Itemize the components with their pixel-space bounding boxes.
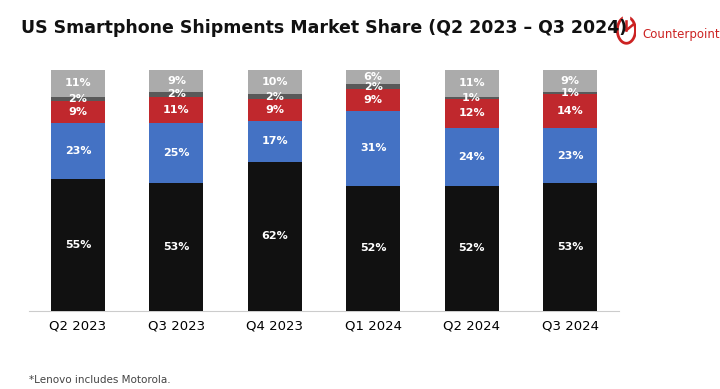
Bar: [51, 96, 105, 102]
Bar: [248, 121, 302, 162]
Bar: [543, 183, 597, 311]
Text: US Smartphone Shipments Market Share (Q2 2023 – Q3 2024): US Smartphone Shipments Market Share (Q2…: [21, 19, 627, 37]
Bar: [444, 96, 499, 99]
Bar: [51, 102, 105, 123]
Text: Counterpoint: Counterpoint: [642, 28, 720, 41]
Text: 1%: 1%: [561, 88, 580, 98]
Bar: [149, 96, 204, 123]
Bar: [346, 111, 400, 186]
Text: *Lenovo includes Motorola.: *Lenovo includes Motorola.: [29, 375, 171, 385]
Text: 2%: 2%: [364, 82, 382, 92]
Bar: [149, 92, 204, 96]
Bar: [346, 70, 400, 84]
Text: 12%: 12%: [459, 109, 485, 118]
Bar: [248, 94, 302, 99]
Text: 2%: 2%: [266, 91, 284, 102]
Bar: [346, 186, 400, 311]
Bar: [248, 99, 302, 121]
Bar: [149, 123, 204, 183]
Text: 11%: 11%: [163, 105, 189, 115]
Bar: [543, 128, 597, 183]
Bar: [444, 186, 499, 311]
Bar: [444, 99, 499, 128]
Text: 14%: 14%: [557, 106, 583, 116]
Text: 2%: 2%: [167, 89, 186, 99]
Text: 53%: 53%: [557, 242, 583, 252]
Bar: [149, 70, 204, 92]
Text: 55%: 55%: [65, 240, 91, 250]
Bar: [543, 94, 597, 128]
Text: 9%: 9%: [364, 95, 383, 105]
Text: 24%: 24%: [458, 152, 485, 162]
Text: 17%: 17%: [261, 136, 288, 146]
Bar: [444, 128, 499, 186]
Bar: [248, 70, 302, 94]
Text: 9%: 9%: [265, 105, 284, 115]
Text: 62%: 62%: [261, 231, 288, 242]
Bar: [543, 92, 597, 94]
Text: 10%: 10%: [261, 77, 288, 87]
Text: 9%: 9%: [68, 107, 88, 117]
Text: 52%: 52%: [360, 244, 387, 254]
Bar: [346, 89, 400, 111]
Text: 9%: 9%: [167, 76, 186, 86]
Bar: [346, 84, 400, 89]
Text: 11%: 11%: [65, 78, 91, 88]
Text: 52%: 52%: [459, 244, 485, 254]
Legend: Apple, Samsung, Lenovo*, HMD, Others: Apple, Samsung, Lenovo*, HMD, Others: [157, 385, 491, 389]
Text: 2%: 2%: [68, 94, 87, 104]
Text: 6%: 6%: [364, 72, 383, 82]
Bar: [543, 70, 597, 92]
Text: 25%: 25%: [163, 148, 189, 158]
Bar: [51, 123, 105, 179]
Bar: [51, 70, 105, 96]
Text: 1%: 1%: [462, 93, 481, 103]
Text: 23%: 23%: [65, 146, 91, 156]
Text: 11%: 11%: [459, 78, 485, 88]
Bar: [149, 183, 204, 311]
Text: 9%: 9%: [560, 76, 580, 86]
Bar: [51, 179, 105, 311]
Text: 53%: 53%: [163, 242, 189, 252]
Bar: [248, 162, 302, 311]
Text: 31%: 31%: [360, 144, 387, 153]
Text: 23%: 23%: [557, 151, 583, 161]
Bar: [444, 70, 499, 96]
